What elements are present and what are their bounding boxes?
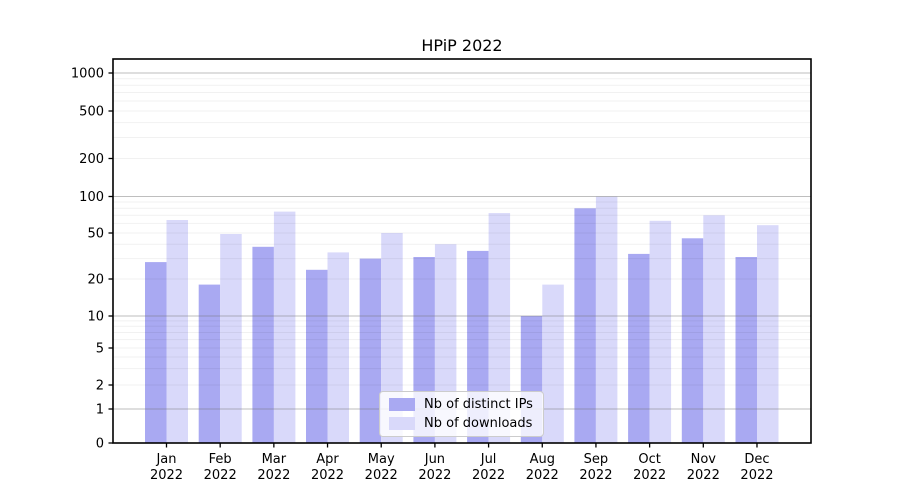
- bar-downloads: [327, 252, 349, 443]
- bar-downloads: [703, 215, 725, 443]
- bar-downloads: [757, 225, 779, 443]
- y-tick-label: 20: [87, 273, 104, 288]
- bar-downloads: [649, 220, 672, 443]
- legend-item-distinct-ips: Nb of distinct IPs: [389, 397, 533, 412]
- bar-downloads: [488, 213, 511, 443]
- legend-swatch-distinct-ips: [389, 398, 415, 411]
- bar-downloads: [381, 233, 403, 443]
- bar-distinct-ips: [574, 208, 596, 443]
- x-tick-label: Feb 2022: [204, 452, 237, 483]
- x-tick-label: May 2022: [365, 452, 398, 483]
- bar-downloads: [166, 220, 188, 443]
- y-tick-label: 50: [87, 227, 104, 242]
- x-tick-label: Sep 2022: [579, 452, 612, 483]
- y-tick-label: 0: [96, 437, 104, 452]
- legend-label-distinct-ips: Nb of distinct IPs: [424, 397, 533, 412]
- bar-downloads: [542, 284, 564, 443]
- y-tick-label: 2: [96, 379, 104, 394]
- y-tick-label: 10: [87, 310, 104, 325]
- x-tick-label: Nov 2022: [687, 452, 720, 483]
- x-tick-label: Dec 2022: [740, 452, 773, 483]
- x-tick-label: Aug 2022: [526, 452, 559, 483]
- y-tick-label: 200: [79, 152, 104, 167]
- y-tick-label: 1: [96, 403, 104, 418]
- legend-swatch-downloads: [389, 417, 415, 430]
- legend-item-downloads: Nb of downloads: [389, 416, 533, 431]
- x-tick-label: Mar 2022: [257, 452, 290, 483]
- bar-downloads: [273, 211, 296, 443]
- y-tick-label: 5: [96, 342, 104, 357]
- bar-distinct-ips: [681, 238, 704, 443]
- bar-distinct-ips: [628, 253, 650, 443]
- bar-distinct-ips: [145, 262, 167, 443]
- y-tick-label: 100: [79, 190, 104, 205]
- bar-distinct-ips: [252, 246, 274, 443]
- bar-distinct-ips: [198, 284, 221, 443]
- x-tick-label: Jan 2022: [150, 452, 183, 483]
- bar-downloads: [595, 196, 618, 443]
- plot-frame: [112, 58, 812, 444]
- x-tick-label: Jun 2022: [418, 452, 451, 483]
- x-tick-label: Oct 2022: [633, 452, 666, 483]
- bar-distinct-ips: [306, 269, 328, 443]
- x-tick-label: Jul 2022: [472, 452, 505, 483]
- chart-title: HPiP 2022: [421, 36, 503, 55]
- bar-downloads: [220, 234, 242, 443]
- bar-distinct-ips: [359, 258, 382, 443]
- y-tick-label: 1000: [71, 67, 104, 82]
- x-tick-label: Apr 2022: [311, 452, 344, 483]
- legend: Nb of distinct IPs Nb of downloads: [379, 391, 544, 437]
- bar-distinct-ips: [735, 257, 757, 443]
- legend-label-downloads: Nb of downloads: [424, 416, 533, 431]
- y-tick-label: 500: [79, 105, 104, 120]
